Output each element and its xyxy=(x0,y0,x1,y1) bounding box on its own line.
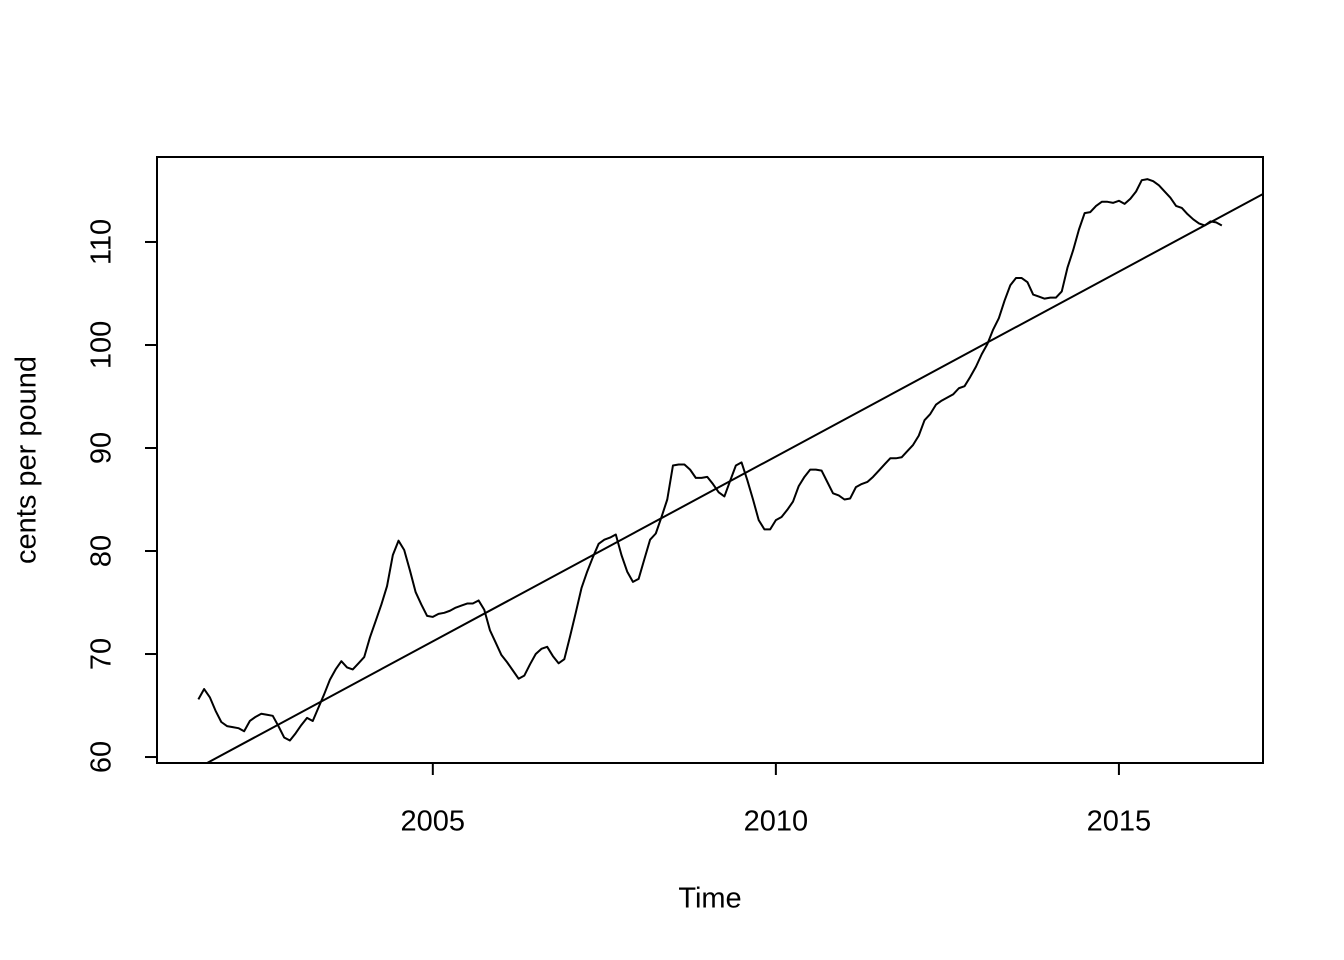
x-tick-label: 2005 xyxy=(401,806,466,838)
price-line xyxy=(197,178,1223,742)
y-tick-label: 60 xyxy=(86,741,118,773)
y-tick-label: 70 xyxy=(86,638,118,670)
x-tick-label: 2010 xyxy=(744,806,809,838)
x-axis-label: Time xyxy=(678,883,741,915)
y-axis-label: cents per pound xyxy=(11,356,43,564)
y-tick-label: 100 xyxy=(86,321,118,369)
trend-line xyxy=(206,193,1263,763)
x-tick-label: 2015 xyxy=(1087,806,1152,838)
y-tick-label: 90 xyxy=(86,432,118,464)
plot-frame xyxy=(156,156,1264,764)
y-tick-label: 80 xyxy=(86,535,118,567)
y-tick-label: 110 xyxy=(86,219,118,265)
